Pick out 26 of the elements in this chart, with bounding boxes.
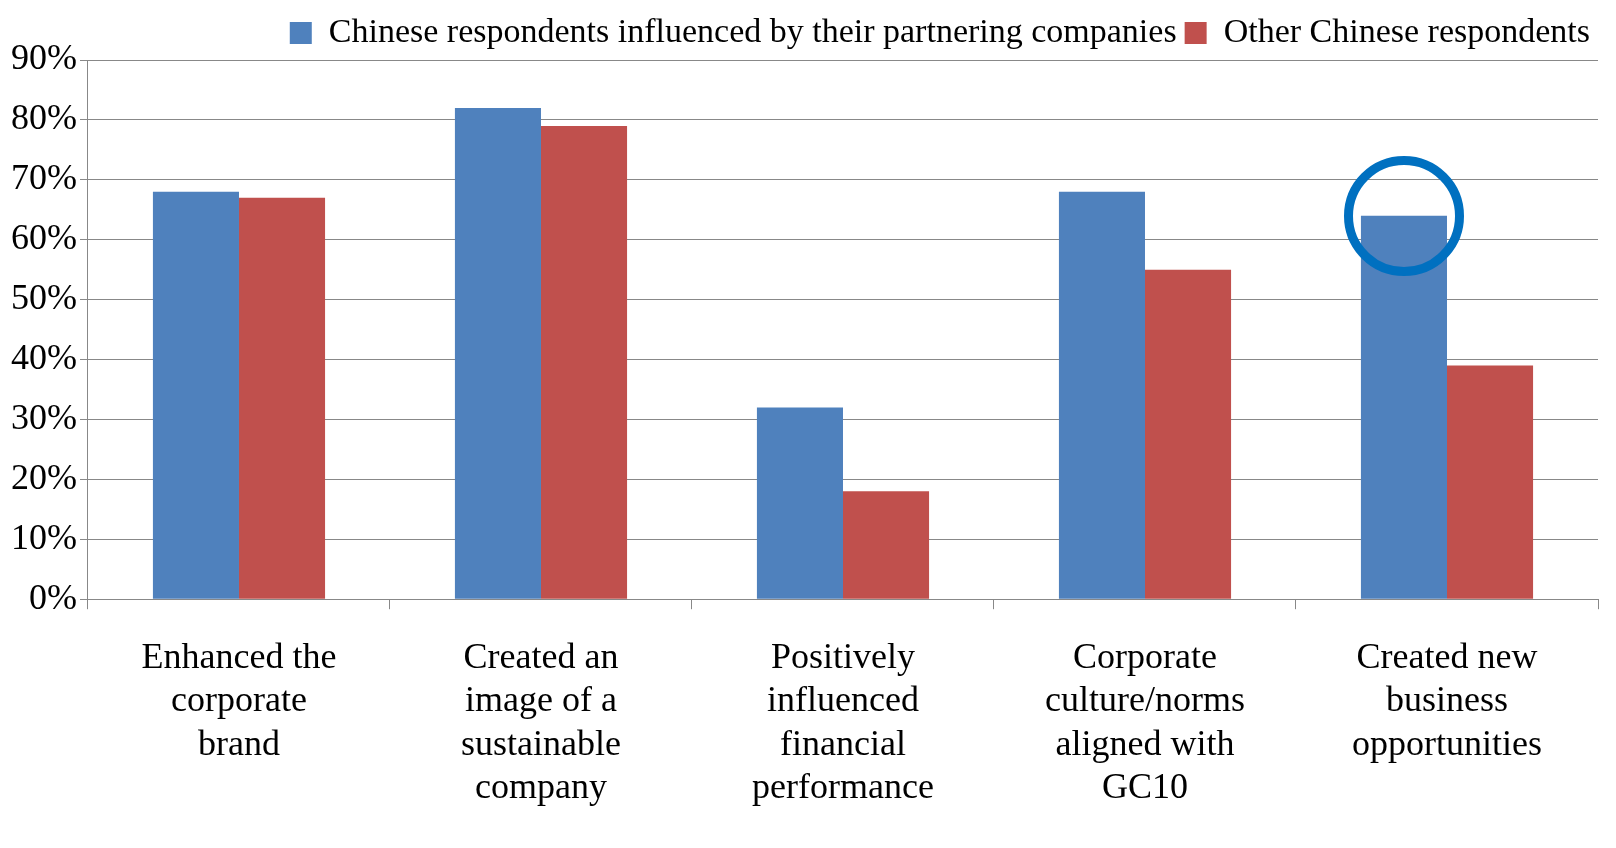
- y-tick-label: 40%: [10, 337, 77, 378]
- bar: [238, 197, 326, 599]
- x-tick-label: Positively influenced financial performance: [752, 636, 934, 806]
- y-tick-label: 70%: [10, 157, 77, 198]
- y-tick-label: 80%: [10, 97, 77, 138]
- bar: [756, 407, 843, 599]
- y-tick-label: 60%: [10, 217, 77, 258]
- x-tick-label: Created new business opportunities: [1352, 636, 1542, 763]
- y-tick-label: 50%: [10, 277, 77, 318]
- bar: [1145, 269, 1232, 599]
- bar: [1058, 191, 1145, 599]
- bar: [540, 125, 628, 599]
- x-tick-label: Created an image of a sustainable company: [461, 636, 621, 806]
- bar: [1447, 365, 1534, 599]
- bar: [454, 107, 541, 599]
- bar: [152, 191, 239, 599]
- bar: [842, 491, 930, 599]
- y-tick-label: 30%: [10, 396, 77, 437]
- legend-label: Other Chinese respondents: [1223, 11, 1591, 49]
- x-tick-label: Corporate culture/norms aligned with GC10: [1045, 636, 1245, 806]
- y-tick-label: 90%: [10, 37, 77, 78]
- legend-label: Chinese respondents influenced by their partnering companies: [328, 11, 1177, 49]
- x-tick-label: Enhanced the corporate brand: [141, 636, 337, 763]
- y-tick-label: 0%: [28, 576, 77, 617]
- y-tick-label: 10%: [10, 516, 77, 557]
- y-tick-label: 20%: [10, 456, 77, 497]
